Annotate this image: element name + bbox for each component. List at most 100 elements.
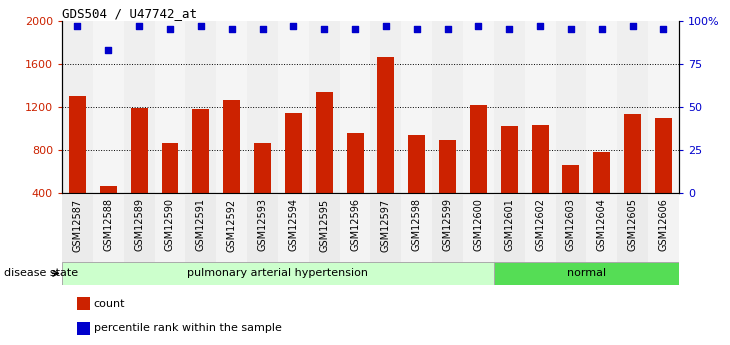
Text: GSM12595: GSM12595 xyxy=(319,198,329,252)
Bar xyxy=(93,21,124,193)
Bar xyxy=(470,105,487,236)
Bar xyxy=(247,21,278,193)
Bar xyxy=(309,21,339,193)
Text: GSM12606: GSM12606 xyxy=(658,198,669,251)
Bar xyxy=(316,92,333,236)
Bar xyxy=(339,195,371,264)
Text: disease state: disease state xyxy=(4,268,78,278)
Bar xyxy=(371,21,402,193)
Bar xyxy=(62,21,93,193)
Bar xyxy=(402,195,432,264)
Bar xyxy=(77,297,90,310)
Point xyxy=(472,23,484,29)
Point xyxy=(411,27,423,32)
Point xyxy=(565,27,577,32)
Bar xyxy=(402,21,432,193)
Text: GSM12590: GSM12590 xyxy=(165,198,175,252)
Bar xyxy=(93,195,124,264)
Bar xyxy=(124,195,155,264)
Bar xyxy=(216,21,247,193)
Bar xyxy=(648,195,679,264)
Text: GSM12603: GSM12603 xyxy=(566,198,576,251)
Bar xyxy=(161,142,178,236)
Bar xyxy=(216,195,247,264)
Point xyxy=(318,27,330,32)
Bar xyxy=(339,21,371,193)
Bar xyxy=(501,126,518,236)
Bar xyxy=(586,195,617,264)
Bar xyxy=(463,195,493,264)
Bar xyxy=(624,115,641,236)
Bar xyxy=(131,108,147,236)
Text: GDS504 / U47742_at: GDS504 / U47742_at xyxy=(62,7,197,20)
Bar xyxy=(586,21,618,193)
Point xyxy=(380,23,392,29)
Bar xyxy=(493,262,679,285)
Bar xyxy=(185,195,216,264)
Bar xyxy=(155,21,185,193)
Bar xyxy=(463,21,494,193)
Bar xyxy=(278,195,309,264)
Text: GSM12601: GSM12601 xyxy=(504,198,514,251)
Text: GSM12604: GSM12604 xyxy=(597,198,607,251)
Bar xyxy=(531,125,548,236)
Bar xyxy=(223,100,240,236)
Bar xyxy=(77,322,90,335)
Text: GSM12596: GSM12596 xyxy=(350,198,360,252)
Text: GSM12588: GSM12588 xyxy=(104,198,113,252)
Bar xyxy=(432,21,463,193)
Text: GSM12597: GSM12597 xyxy=(381,198,391,252)
Bar xyxy=(617,195,648,264)
Text: GSM12591: GSM12591 xyxy=(196,198,206,252)
Point xyxy=(226,27,237,32)
Text: GSM12602: GSM12602 xyxy=(535,198,545,252)
Point xyxy=(534,23,546,29)
Point xyxy=(596,27,607,32)
Text: count: count xyxy=(93,298,125,308)
Bar xyxy=(371,195,402,264)
Text: GSM12605: GSM12605 xyxy=(628,198,637,252)
Point xyxy=(72,23,83,29)
Bar xyxy=(618,21,648,193)
Bar xyxy=(494,21,525,193)
Text: percentile rank within the sample: percentile rank within the sample xyxy=(93,323,281,333)
Point xyxy=(349,27,361,32)
Bar xyxy=(377,57,394,236)
Point xyxy=(164,27,176,32)
Bar xyxy=(347,133,364,236)
Bar xyxy=(62,195,93,264)
Text: normal: normal xyxy=(566,268,606,278)
Point xyxy=(288,23,299,29)
Bar xyxy=(439,140,456,236)
Bar xyxy=(62,262,493,285)
Bar xyxy=(408,135,425,236)
Bar xyxy=(648,21,679,193)
Text: GSM12600: GSM12600 xyxy=(474,198,483,251)
Text: GSM12598: GSM12598 xyxy=(412,198,422,252)
Bar xyxy=(278,21,309,193)
Text: GSM12593: GSM12593 xyxy=(258,198,267,252)
Point xyxy=(504,27,515,32)
Text: GSM12599: GSM12599 xyxy=(442,198,453,252)
Bar xyxy=(493,195,525,264)
Bar xyxy=(247,195,278,264)
Bar xyxy=(185,21,216,193)
Point xyxy=(257,27,269,32)
Bar xyxy=(155,195,185,264)
Bar xyxy=(556,21,586,193)
Text: GSM12594: GSM12594 xyxy=(288,198,299,252)
Bar xyxy=(309,195,339,264)
Point xyxy=(658,27,669,32)
Bar xyxy=(655,118,672,236)
Point xyxy=(195,23,207,29)
Bar xyxy=(254,142,271,236)
Bar xyxy=(69,96,86,236)
Point xyxy=(627,23,639,29)
Text: GSM12587: GSM12587 xyxy=(72,198,82,252)
Bar xyxy=(100,186,117,236)
Point xyxy=(102,47,114,53)
Bar xyxy=(593,152,610,236)
Bar xyxy=(124,21,155,193)
Bar xyxy=(525,195,556,264)
Point xyxy=(442,27,453,32)
